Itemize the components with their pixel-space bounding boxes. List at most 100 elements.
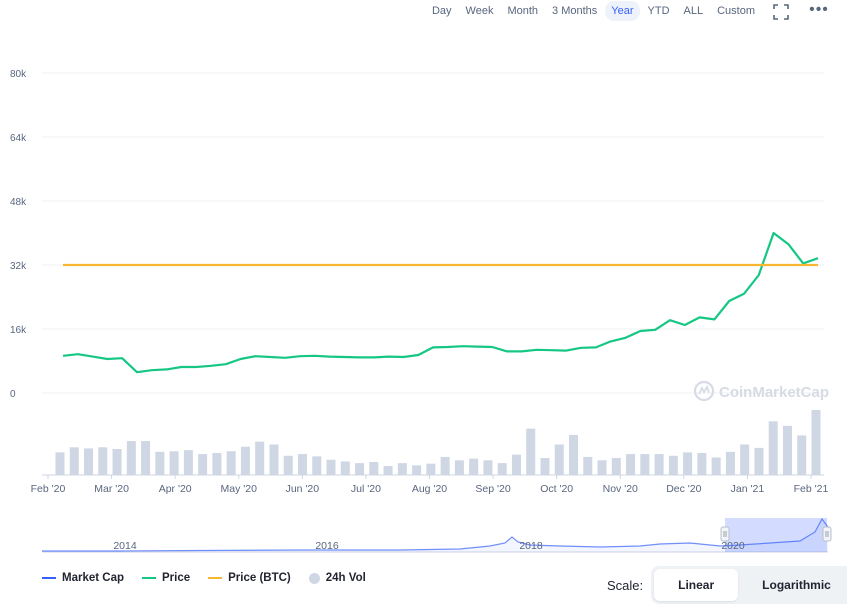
legend-price-btc[interactable]: Price (BTC) xyxy=(208,572,291,584)
volume-bar xyxy=(554,444,564,475)
volume-bar xyxy=(312,456,322,475)
volume-bar xyxy=(440,456,450,475)
volume-bar xyxy=(454,460,464,475)
volume-bar xyxy=(183,450,193,475)
volume-bar xyxy=(383,465,393,475)
legend-market-cap[interactable]: Market Cap xyxy=(42,572,124,584)
x-tick-label: Nov '20 xyxy=(603,483,638,495)
watermark-text: CoinMarketCap xyxy=(719,384,829,401)
volume-bar xyxy=(740,444,750,475)
volume-bar xyxy=(198,454,208,475)
navigator[interactable]: 2014 2016 2018 2020 xyxy=(42,517,832,553)
legend-24h-vol[interactable]: 24h Vol xyxy=(308,572,366,584)
volume-bar xyxy=(782,425,792,475)
volume-bar xyxy=(797,435,807,475)
volume-bar xyxy=(355,463,365,475)
volume-bar xyxy=(640,454,650,475)
series-lines xyxy=(62,231,819,374)
range-year-button[interactable]: Year xyxy=(605,1,640,21)
scale-logarithmic-button[interactable]: Logarithmic xyxy=(762,578,831,592)
volume-bar xyxy=(340,461,350,475)
volume-bar xyxy=(768,421,778,475)
volume-bar xyxy=(69,447,79,475)
volume-bar xyxy=(283,455,293,475)
x-tick-label: Feb '21 xyxy=(794,483,829,495)
volume-bar xyxy=(540,458,550,475)
x-tick-label: Aug '20 xyxy=(412,483,447,495)
legend-label: Market Cap xyxy=(62,572,124,584)
volume-bar xyxy=(55,452,65,475)
x-axis: Feb '20 Mar '20 Apr '20 May '20 Jun '20 Jul '… xyxy=(31,475,829,495)
volume-bar xyxy=(269,444,279,475)
fullscreen-button[interactable] xyxy=(772,3,790,21)
x-tick-label: Oct '20 xyxy=(540,483,573,495)
y-tick-label: 48k xyxy=(10,197,27,208)
volume-bar xyxy=(297,454,307,475)
legend: Market Cap Price Price (BTC) 24h Vol xyxy=(42,572,366,584)
volume-bar xyxy=(155,451,165,475)
volume-bar xyxy=(569,434,579,475)
legend-label: Price xyxy=(162,572,191,584)
x-tick-label: Mar '20 xyxy=(94,483,129,495)
legend-label: Price (BTC) xyxy=(228,572,291,584)
navigator-left-handle[interactable] xyxy=(720,526,730,542)
volume-bar xyxy=(397,463,407,475)
volume-bar xyxy=(469,458,479,475)
navigator-year-label: 2014 xyxy=(113,540,137,552)
volume-bar xyxy=(126,441,136,475)
scale-toggle: Linear Logarithmic xyxy=(651,566,847,604)
navigator-right-handle[interactable] xyxy=(822,526,832,542)
x-tick-label: Feb '20 xyxy=(31,483,66,495)
volume-bar xyxy=(98,447,108,475)
more-options-button[interactable]: ••• xyxy=(808,0,830,22)
y-tick-label: 80k xyxy=(10,69,27,80)
scale-selector: Scale: Linear Logarithmic xyxy=(607,566,847,604)
watermark-logo-mark-icon xyxy=(698,384,710,395)
watermark-logo-icon xyxy=(693,380,715,402)
navigator-year-label: 2020 xyxy=(721,540,745,552)
volume-bar xyxy=(583,456,593,475)
range-week-button[interactable]: Week xyxy=(465,5,494,17)
volume-bar xyxy=(668,455,678,475)
volume-bar xyxy=(112,449,122,475)
navigator-line xyxy=(42,517,829,552)
scale-linear-button[interactable]: Linear xyxy=(654,569,739,601)
volume-bar xyxy=(697,452,707,475)
range-month-button[interactable]: Month xyxy=(507,5,539,17)
volume-bar xyxy=(84,448,94,475)
navigator-area xyxy=(42,519,828,552)
time-range-selector: Day Week Month 3 Months Year YTD ALL Custom xyxy=(426,1,761,21)
navigator-selection[interactable] xyxy=(725,518,827,552)
volume-bar xyxy=(326,459,336,475)
legend-swatch xyxy=(308,572,320,584)
range-day-button[interactable]: Day xyxy=(431,5,452,17)
volume-bar xyxy=(212,452,222,475)
expand-icon xyxy=(773,4,789,20)
volume-bar xyxy=(754,447,764,475)
y-tick-label: 16k xyxy=(10,325,27,336)
y-axis: 80k 64k 48k 32k 16k 0 xyxy=(10,69,27,400)
y-tick-label: 0 xyxy=(10,389,16,400)
series-line-price xyxy=(62,231,819,374)
volume-bar xyxy=(626,454,636,475)
navigator-year-label: 2018 xyxy=(519,540,543,552)
volume-bar xyxy=(169,451,179,475)
volume-bar xyxy=(597,460,607,475)
volume-bar xyxy=(226,451,236,475)
range-all-button[interactable]: ALL xyxy=(683,5,704,17)
range-3-months-button[interactable]: 3 Months xyxy=(552,5,598,17)
range-ytd-button[interactable]: YTD xyxy=(647,5,670,17)
volume-bar xyxy=(711,457,721,475)
volume-bar xyxy=(725,451,735,475)
volume-bar xyxy=(811,410,821,475)
volume-bar xyxy=(483,460,493,475)
legend-price[interactable]: Price xyxy=(142,572,190,584)
volume-bar xyxy=(511,454,521,475)
legend-label: 24h Vol xyxy=(325,572,366,584)
range-custom-button[interactable]: Custom xyxy=(717,5,755,17)
volume-bar xyxy=(255,441,265,475)
x-tick-label: Jan '21 xyxy=(731,483,765,495)
volume-bar xyxy=(141,441,151,475)
volume-bar xyxy=(426,463,436,475)
